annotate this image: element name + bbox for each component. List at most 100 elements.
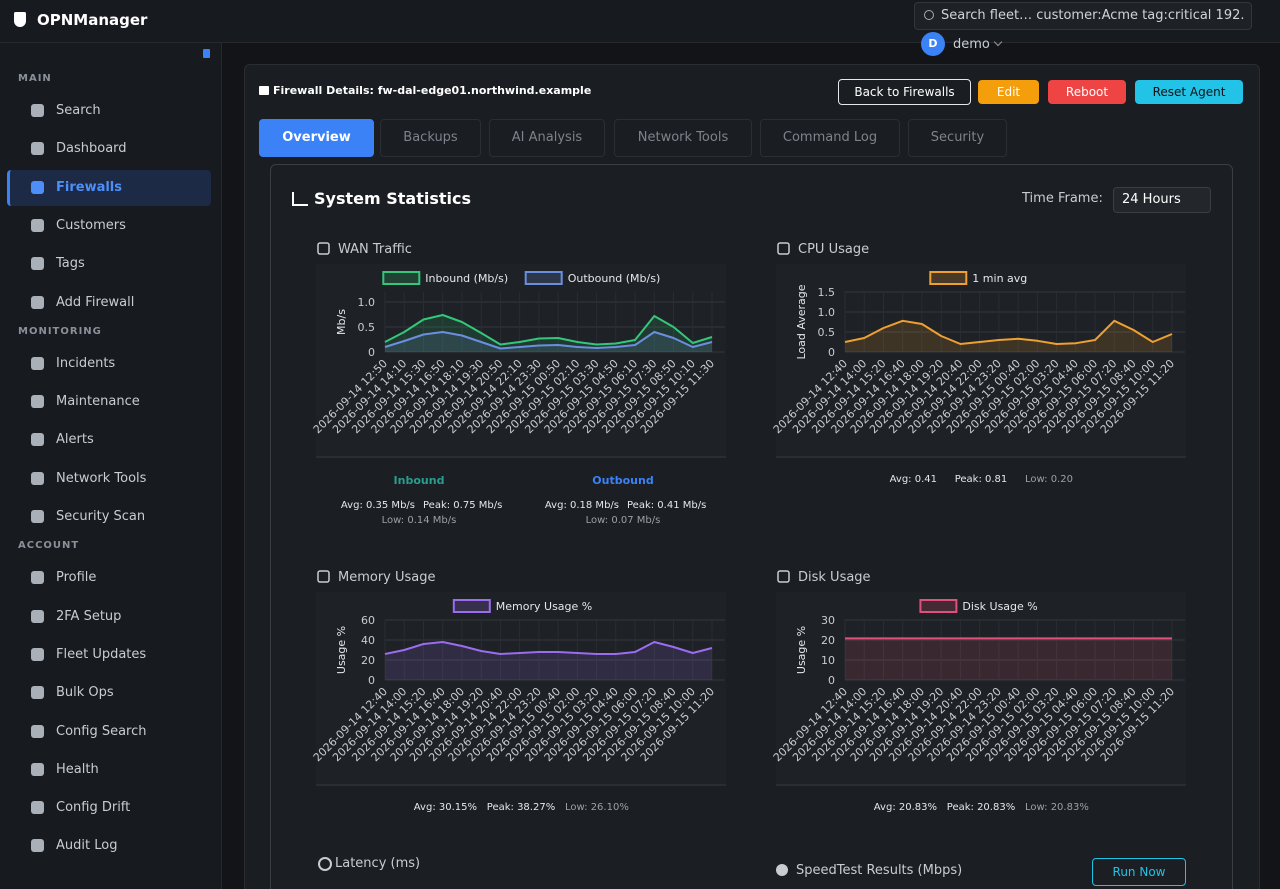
y-tick-label: 20 — [821, 634, 835, 647]
nav-icon — [31, 295, 44, 309]
timeframe-select[interactable]: 24 Hours — [1113, 187, 1211, 213]
nav-label: Network Tools — [56, 470, 147, 486]
nav-item[interactable]: Dashboard — [7, 131, 214, 167]
nav-icon — [31, 257, 44, 271]
y-tick-label: 0.5 — [818, 326, 836, 339]
chart-title: WAN Traffic — [338, 242, 412, 257]
nav-item[interactable]: Network Tools — [7, 461, 214, 497]
nav-label: Dashboard — [56, 141, 127, 157]
tab[interactable]: Security — [908, 119, 1007, 157]
avatar[interactable]: D — [921, 32, 945, 56]
section-title: MAIN — [18, 73, 52, 84]
section-title: MONITORING — [18, 325, 102, 337]
nav-icon — [31, 686, 44, 700]
nav-label: Config Drift — [56, 800, 131, 816]
y-tick-label: 20 — [361, 654, 375, 667]
nav-item[interactable]: Fleet Updates — [7, 637, 214, 673]
y-tick-label: 0 — [368, 674, 375, 687]
search-placeholder: Search fleet… customer:Acme tag:critical… — [941, 8, 1245, 23]
speedtest-title: SpeedTest Results (Mbps) — [796, 863, 963, 878]
nav-item[interactable]: Security Scan — [7, 499, 214, 535]
nav-item[interactable]: Config Search — [7, 714, 214, 750]
nav-label: Health — [56, 761, 99, 777]
nav-item[interactable]: Bulk Ops — [7, 675, 214, 711]
summary-peak: Peak: 38.27% — [487, 802, 555, 813]
tab[interactable]: Network Tools — [614, 119, 752, 157]
nav-item[interactable]: Alerts — [7, 422, 214, 458]
chart-area — [776, 592, 1186, 784]
legend-swatch — [524, 271, 563, 285]
chart-area — [316, 264, 726, 456]
chart-area — [316, 592, 726, 784]
latency-title: Latency (ms) — [335, 856, 421, 871]
tab[interactable]: Overview — [259, 119, 374, 157]
legend-swatch — [452, 599, 491, 613]
nav-label: Audit Log — [56, 838, 118, 854]
reset-agent-button[interactable]: Reset Agent — [1135, 80, 1243, 104]
legend-swatch — [929, 271, 968, 285]
series-line — [384, 331, 713, 350]
nav-icon — [31, 104, 44, 117]
run-now-button[interactable]: Run Now — [1092, 858, 1186, 886]
nav-icon — [31, 762, 44, 776]
nav-label: Add Firewall — [56, 294, 135, 310]
nav-icon — [31, 510, 44, 523]
nav-item[interactable]: Add Firewall — [7, 285, 214, 321]
nav-item[interactable]: Tags — [7, 246, 214, 282]
nav-item[interactable]: Customers — [7, 208, 214, 244]
summary-avg: Avg: 30.15% — [414, 802, 477, 813]
nav-icon — [31, 609, 44, 623]
legend-swatch — [382, 271, 421, 285]
tab[interactable]: Command Log — [760, 119, 900, 157]
nav-label: Search — [56, 103, 101, 118]
nav-item[interactable]: Profile — [7, 560, 214, 596]
series-area — [845, 638, 1172, 680]
y-axis-label: Load Average — [795, 284, 808, 359]
chart-title: Disk Usage — [798, 570, 871, 585]
legend-label: Disk Usage % — [962, 600, 1037, 613]
series-line — [844, 319, 1173, 345]
summary-peak: Peak: 20.83% — [947, 802, 1015, 813]
nav-item[interactable]: Config Drift — [7, 790, 214, 826]
nav-label: Maintenance — [56, 394, 140, 410]
tab[interactable]: AI Analysis — [489, 119, 605, 157]
timeframe-label: Time Frame: — [1022, 191, 1103, 206]
legend-label: 1 min avg — [972, 272, 1027, 285]
nav-item[interactable]: Health — [7, 752, 214, 788]
y-tick-label: 1.5 — [818, 286, 836, 299]
stats-title: System Statistics — [314, 189, 471, 208]
nav-item[interactable]: Search — [7, 93, 214, 129]
nav-label: Firewalls — [56, 179, 122, 195]
tab[interactable]: Backups — [380, 119, 481, 157]
nav-item[interactable]: Audit Log — [7, 828, 214, 864]
summary-low: Low: 0.20 — [1025, 474, 1073, 485]
summary-avg: Avg: 0.41 — [890, 474, 937, 485]
nav-icon — [31, 647, 44, 661]
nav-item[interactable]: 2FA Setup — [7, 599, 214, 635]
nav-icon — [31, 571, 44, 585]
summary-low: Low: 0.07 Mb/s — [586, 515, 661, 526]
nav-item[interactable]: Firewalls — [7, 169, 211, 206]
nav-label: Tags — [56, 256, 85, 272]
pin-icon[interactable] — [203, 49, 210, 58]
edit-button[interactable]: Edit — [978, 80, 1039, 104]
nav-icon — [31, 471, 44, 485]
user-name[interactable]: demo — [953, 37, 990, 52]
series-line — [384, 314, 713, 346]
stats-icon — [292, 192, 308, 206]
nav-label: 2FA Setup — [56, 608, 122, 624]
nav-label: Alerts — [56, 432, 94, 448]
nav-item[interactable]: Incidents — [7, 346, 214, 382]
nav-item[interactable]: Maintenance — [7, 384, 214, 420]
legend-label: Inbound (Mb/s) — [425, 272, 508, 285]
nav-icon — [31, 142, 44, 156]
summary-peak: Peak: 0.81 — [955, 474, 1008, 485]
summary-low: Low: 0.14 Mb/s — [382, 515, 457, 526]
y-tick-label: 0 — [828, 674, 835, 687]
search-box[interactable]: Search fleet… customer:Acme tag:critical… — [914, 2, 1252, 30]
back-button[interactable]: Back to Firewalls — [838, 79, 971, 105]
brand[interactable]: OPNManager — [37, 11, 148, 29]
reboot-button[interactable]: Reboot — [1048, 80, 1126, 104]
search-icon — [924, 10, 934, 20]
